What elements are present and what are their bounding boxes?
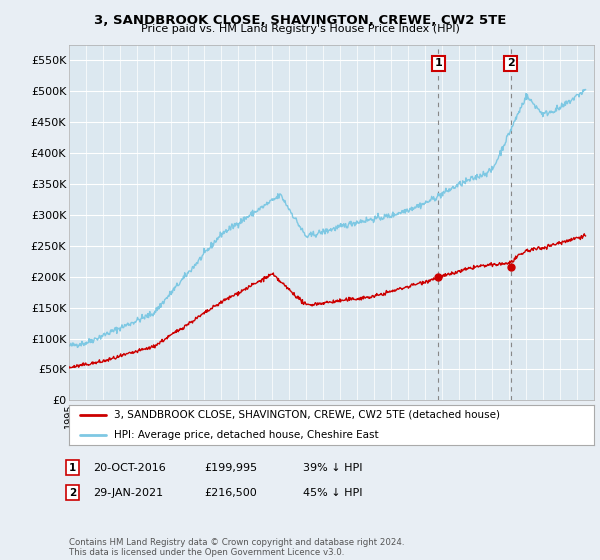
Text: Contains HM Land Registry data © Crown copyright and database right 2024.
This d: Contains HM Land Registry data © Crown c…	[69, 538, 404, 557]
Text: 1: 1	[69, 463, 76, 473]
Text: 3, SANDBROOK CLOSE, SHAVINGTON, CREWE, CW2 5TE (detached house): 3, SANDBROOK CLOSE, SHAVINGTON, CREWE, C…	[113, 410, 500, 420]
Text: 45% ↓ HPI: 45% ↓ HPI	[303, 488, 362, 498]
Text: 29-JAN-2021: 29-JAN-2021	[93, 488, 163, 498]
Text: 20-OCT-2016: 20-OCT-2016	[93, 463, 166, 473]
Text: 2: 2	[69, 488, 76, 498]
Text: 1: 1	[434, 58, 442, 68]
Text: Price paid vs. HM Land Registry's House Price Index (HPI): Price paid vs. HM Land Registry's House …	[140, 24, 460, 34]
Text: £216,500: £216,500	[204, 488, 257, 498]
Text: 3, SANDBROOK CLOSE, SHAVINGTON, CREWE, CW2 5TE: 3, SANDBROOK CLOSE, SHAVINGTON, CREWE, C…	[94, 14, 506, 27]
Text: £199,995: £199,995	[204, 463, 257, 473]
Text: 39% ↓ HPI: 39% ↓ HPI	[303, 463, 362, 473]
Text: HPI: Average price, detached house, Cheshire East: HPI: Average price, detached house, Ches…	[113, 430, 378, 440]
Text: 2: 2	[507, 58, 515, 68]
